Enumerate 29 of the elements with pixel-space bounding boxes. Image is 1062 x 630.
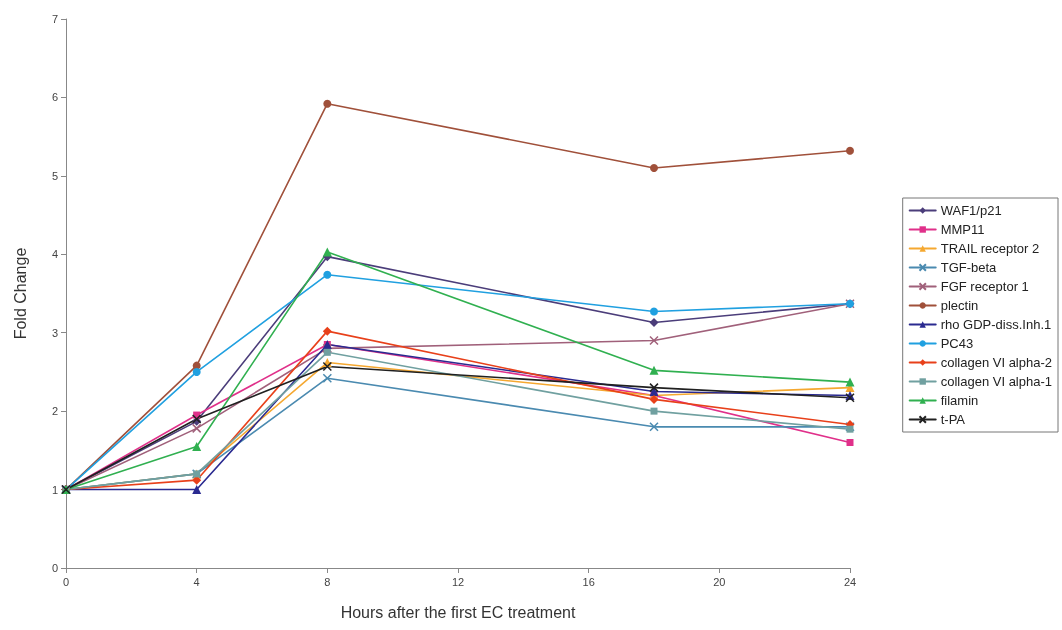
legend-label: MMP11 xyxy=(940,222,985,237)
y-axis-title: Fold Change xyxy=(11,247,29,340)
y-tick-label: 0 xyxy=(51,562,58,574)
legend-label: plectin xyxy=(940,298,979,313)
y-tick-label: 1 xyxy=(51,483,58,496)
x-axis-title: Hours after the first EC treatment xyxy=(340,603,576,621)
legend-label: FGF receptor 1 xyxy=(940,279,1029,294)
legend-label: collagen VI alpha-2 xyxy=(940,355,1053,370)
legend-label: collagen VI alpha-1 xyxy=(940,374,1053,389)
y-tick-label: 6 xyxy=(51,91,58,104)
legend-label: TRAIL receptor 2 xyxy=(940,241,1040,256)
legend-label: t-PA xyxy=(940,412,966,427)
x-tick-label: 4 xyxy=(193,575,200,588)
x-tick-label: 8 xyxy=(324,575,331,588)
y-tick-label: 2 xyxy=(51,405,58,418)
y-tick-label: 4 xyxy=(51,248,58,261)
x-tick-label: 20 xyxy=(713,575,726,588)
y-tick-label: 3 xyxy=(51,326,58,339)
legend-label: rho GDP-diss.Inh.1 xyxy=(940,317,1052,332)
legend-label: PC43 xyxy=(940,336,974,351)
x-tick-label: 12 xyxy=(451,575,465,588)
y-tick-label: 5 xyxy=(51,169,58,182)
legend-label: filamin xyxy=(940,393,979,408)
x-tick-label: 0 xyxy=(62,575,70,588)
y-tick-label: 7 xyxy=(51,13,58,25)
legend-label: TGF-beta xyxy=(940,260,998,275)
x-tick-label: 24 xyxy=(843,575,857,588)
legend-label: WAF1/p21 xyxy=(940,203,1002,218)
x-tick-label: 16 xyxy=(582,575,595,588)
